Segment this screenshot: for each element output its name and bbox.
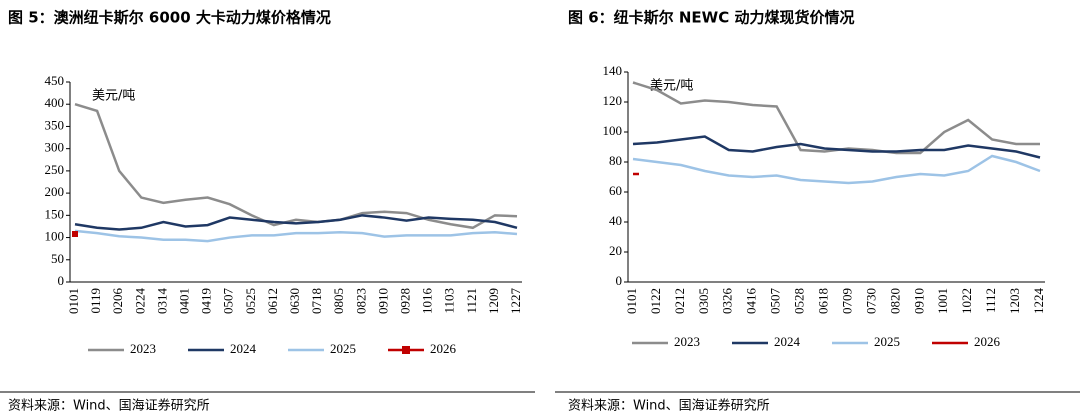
x-tick-label: 0101	[66, 288, 81, 314]
y-tick-label: 50	[51, 251, 64, 266]
series-line	[632, 154, 1041, 185]
y-tick-label: 80	[609, 153, 622, 168]
x-tick-label: 0525	[243, 288, 258, 314]
x-tick-label: 0416	[744, 288, 759, 315]
y-tick-label: 0	[58, 273, 65, 288]
x-tick-label: 0805	[331, 288, 346, 314]
x-tick-label: 1016	[420, 288, 435, 315]
x-tick-label: 1103	[442, 288, 457, 314]
x-tick-label: 0212	[672, 288, 687, 314]
y-tick-label: 300	[45, 140, 65, 155]
y-tick-label: 100	[603, 123, 623, 138]
y-tick-label: 0	[616, 273, 623, 288]
x-tick-label: 0630	[287, 288, 302, 314]
y-tick-label: 140	[603, 63, 623, 78]
x-tick-label: 0718	[309, 288, 324, 314]
y-tick-label: 60	[609, 183, 622, 198]
x-tick-label: 1227	[508, 288, 523, 315]
y-tick-label: 40	[609, 213, 622, 228]
x-tick-label: 0910	[911, 288, 926, 314]
x-tick-label: 0314	[154, 288, 169, 315]
series-line	[74, 103, 518, 230]
x-tick-label: 1022	[959, 288, 974, 314]
x-tick-label: 0507	[768, 288, 783, 315]
y-tick-label: 400	[45, 95, 65, 110]
x-tick-label: 0730	[863, 288, 878, 314]
y-tick-label: 120	[603, 93, 623, 108]
x-tick-label: 0507	[221, 288, 236, 315]
x-tick-label: 1121	[464, 288, 479, 314]
x-tick-label: 0326	[720, 288, 735, 315]
x-tick-label: 1112	[983, 288, 998, 313]
x-tick-label: 1001	[935, 288, 950, 314]
x-tick-label: 0612	[265, 288, 280, 314]
chart-title: 图 6：纽卡斯尔 NEWC 动力煤现货价情况	[568, 9, 854, 27]
x-tick-label: 0823	[353, 288, 368, 314]
legend-label: 2025	[874, 334, 900, 349]
x-tick-label: 1203	[1007, 288, 1022, 314]
x-tick-label: 0119	[88, 288, 103, 314]
point-marker	[72, 231, 78, 237]
legend-label: 2025	[330, 341, 356, 356]
y-tick-label: 350	[45, 117, 65, 132]
x-tick-label: 0224	[132, 288, 147, 315]
source: 资料来源：Wind、国海证券研究所	[8, 398, 210, 414]
y-tick-label: 150	[45, 206, 65, 221]
legend-label: 2023	[130, 341, 156, 356]
legend-label: 2023	[674, 334, 700, 349]
x-tick-label: 0101	[624, 288, 639, 314]
x-tick-label: 0401	[176, 288, 191, 314]
legend-label: 2026	[974, 334, 1001, 349]
legend-marker	[402, 346, 410, 354]
x-tick-label: 0709	[839, 288, 854, 314]
legend-label: 2026	[430, 341, 457, 356]
chart-title: 图 5：澳洲纽卡斯尔 6000 大卡动力煤价格情况	[8, 9, 331, 27]
y-tick-label: 450	[45, 73, 65, 88]
x-tick-label: 0122	[648, 288, 663, 314]
y-unit: 美元/吨	[650, 79, 693, 94]
x-tick-label: 0928	[397, 288, 412, 314]
y-tick-label: 200	[45, 184, 65, 199]
x-tick-label: 0528	[792, 288, 807, 314]
series-line	[632, 135, 1041, 159]
source: 资料来源：Wind、国海证券研究所	[568, 398, 770, 414]
y-tick-label: 250	[45, 162, 65, 177]
legend-label: 2024	[230, 341, 257, 356]
series-line	[74, 214, 518, 231]
x-tick-label: 1209	[486, 288, 501, 314]
legend-label: 2024	[774, 334, 801, 349]
y-tick-label: 100	[45, 229, 65, 244]
x-tick-label: 0305	[696, 288, 711, 314]
y-unit: 美元/吨	[92, 89, 135, 104]
x-tick-label: 0419	[199, 288, 214, 314]
x-tick-label: 0618	[816, 288, 831, 314]
x-tick-label: 1224	[1031, 288, 1046, 315]
series-line	[74, 229, 518, 243]
series-line	[632, 81, 1040, 155]
x-tick-label: 0820	[887, 288, 902, 314]
x-tick-label: 0206	[110, 288, 125, 315]
y-tick-label: 20	[609, 243, 622, 258]
x-tick-label: 0910	[375, 288, 390, 314]
